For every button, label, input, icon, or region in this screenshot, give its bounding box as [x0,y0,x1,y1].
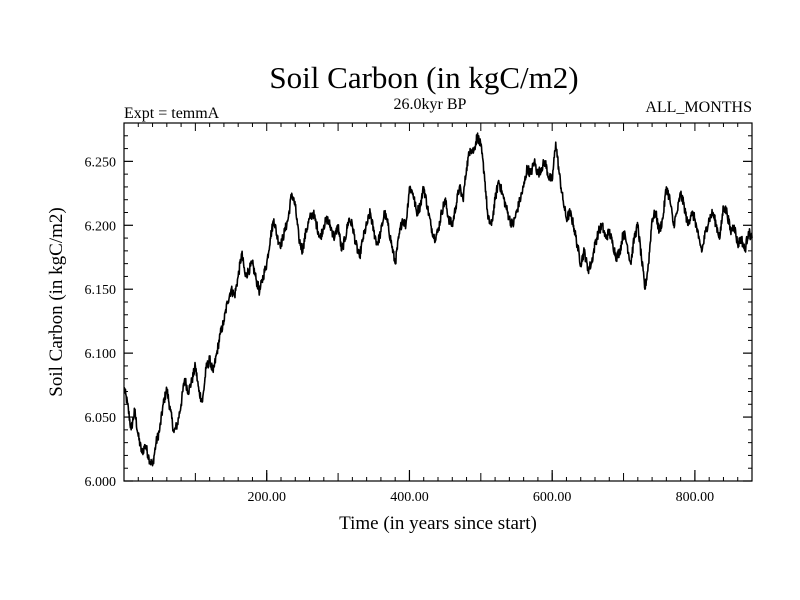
x-axis-label: Time (in years since start) [339,513,537,534]
subtitle-experiment: Expt = temmA [124,105,220,122]
y-tick-label: 6.050 [85,411,117,426]
subtitle-months: ALL_MONTHS [645,99,752,116]
x-tick-label: 400.00 [390,490,429,505]
subtitle-period: 26.0kyr BP [394,96,467,113]
x-tick-label: 800.00 [676,490,715,505]
y-tick-label: 6.100 [85,347,117,362]
y-tick-label: 6.250 [85,155,117,170]
plot-frame [123,122,753,482]
soil-carbon-series-line [123,132,753,467]
x-tick-label: 600.00 [533,490,572,505]
x-tick-label: 200.00 [247,490,286,505]
axis-ticks [124,123,752,482]
y-tick-label: 6.150 [85,283,117,298]
data-series [123,132,753,467]
y-axis-label: Soil Carbon (in kgC/m2) [46,207,67,396]
chart-title: Soil Carbon (in kgC/m2) [269,60,578,95]
y-tick-label: 6.200 [85,219,117,234]
y-tick-label: 6.000 [85,475,117,490]
axis-tick-labels: 200.00 400.00 600.00 800.00 6.000 6.050 6.100 6… [85,155,715,505]
